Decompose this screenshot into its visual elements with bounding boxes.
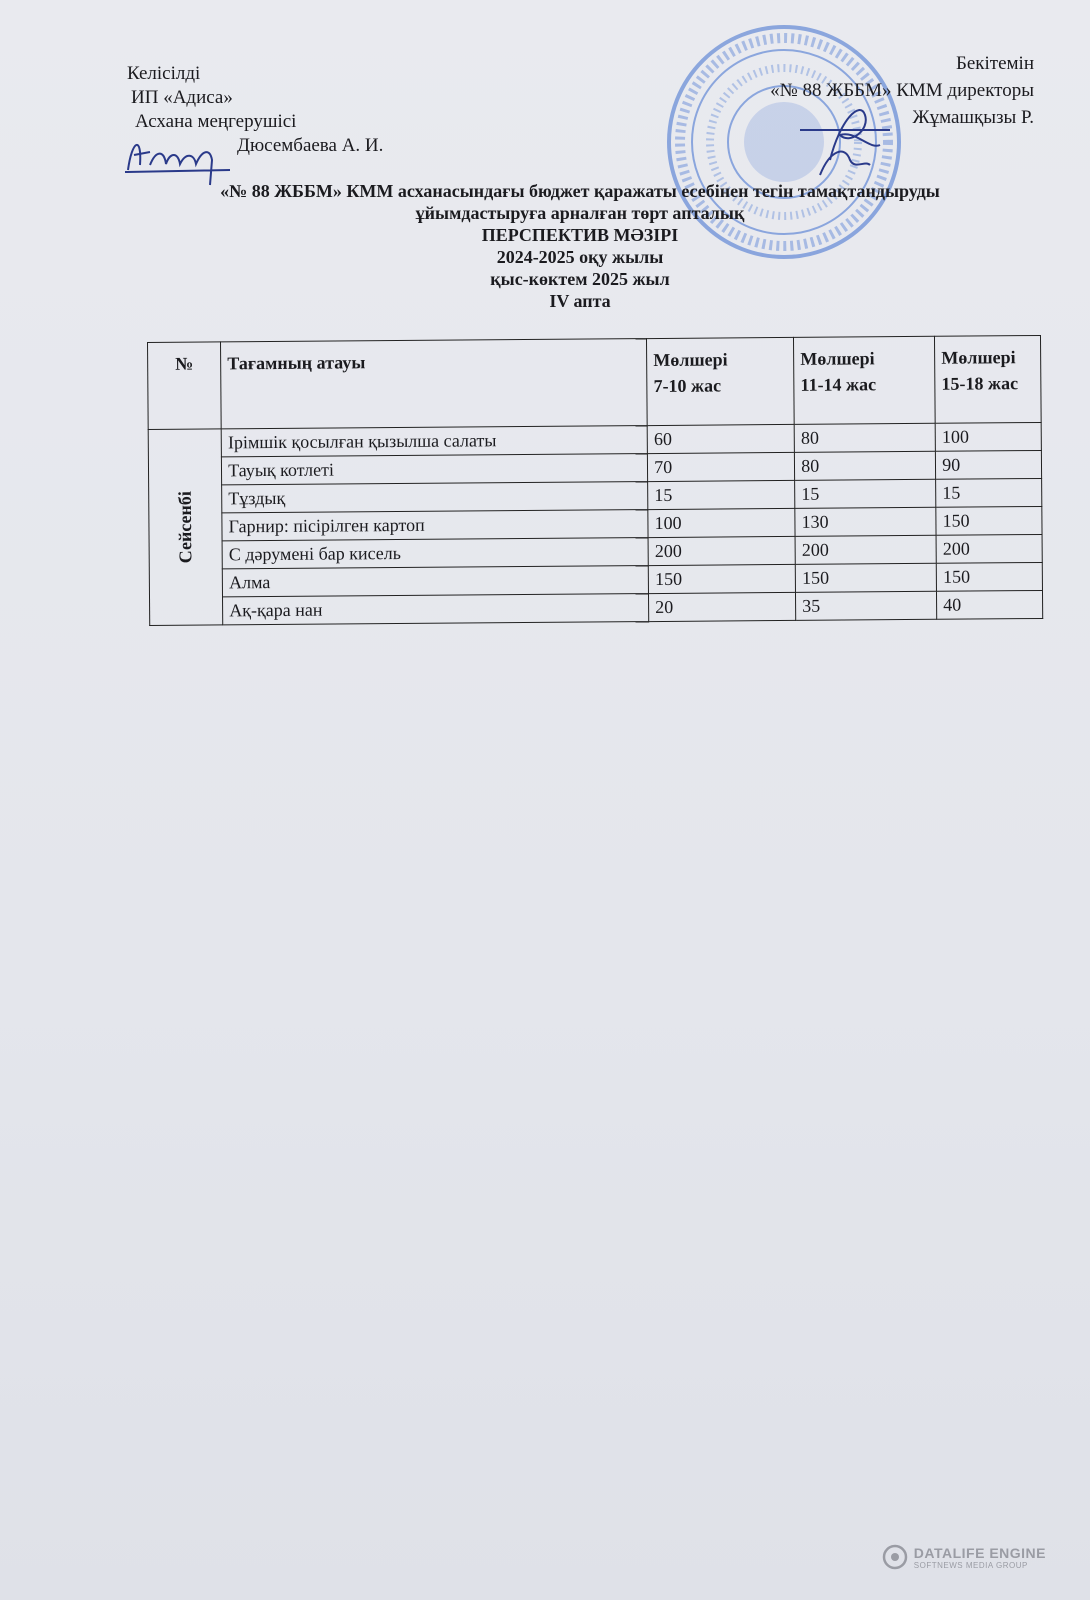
- header-age: 15-18 жас: [941, 373, 1019, 394]
- table-row: Ақ-қара нан 20 35 40: [150, 590, 1043, 625]
- header-age-11-14: Мөлшері 11-14 жас: [793, 336, 936, 425]
- title-line-3: ПЕРСПЕКТИВ МӘЗІРІ: [481, 225, 679, 245]
- signature-left: [124, 143, 231, 186]
- title-line-4: 2024-2025 оқу жылы: [496, 247, 664, 267]
- agreed-label: Келісілді: [127, 63, 201, 84]
- dish-name: Ақ-қара нан: [222, 593, 649, 625]
- portion-c: 90: [935, 450, 1042, 480]
- portion-a: 60: [647, 424, 795, 454]
- portion-b: 80: [794, 423, 936, 453]
- dish-name: Ірімшік қосылған қызылша салаты: [221, 425, 648, 457]
- header-age-15-18: Мөлшері 15-18 жас: [934, 335, 1042, 424]
- portion-a: 70: [647, 452, 795, 482]
- header-age: 7-10 жас: [653, 375, 722, 397]
- day-cell: Сейсенбі: [148, 428, 223, 626]
- approved-name: Жұмашқызы Р.: [912, 107, 1034, 128]
- watermark: DATALIFE ENGINE SOFTNEWS MEDIA GROUP: [882, 1544, 1046, 1570]
- portion-a: 20: [648, 592, 796, 622]
- portion-b: 200: [795, 535, 937, 565]
- datalife-logo-icon: [882, 1544, 908, 1570]
- portion-c: 15: [935, 478, 1042, 508]
- portion-c: 200: [936, 534, 1043, 564]
- watermark-line-1: DATALIFE ENGINE: [913, 1544, 1046, 1561]
- portion-c: 150: [936, 562, 1043, 592]
- dish-name: С дәрумені бар кисель: [222, 537, 649, 569]
- portion-a: 150: [648, 564, 796, 594]
- portion-a: 200: [648, 536, 796, 566]
- portion-c: 150: [935, 506, 1043, 536]
- title-line-5: қыс-көктем 2025 жыл: [490, 269, 670, 289]
- header-label: Мөлшері: [800, 348, 875, 369]
- header-age-7-10: Мөлшері 7-10 жас: [646, 337, 795, 426]
- portion-c: 40: [936, 590, 1043, 620]
- agreed-block: Келісілді ИП «Адиса» Асхана меңгерушісі …: [127, 62, 383, 158]
- approved-block: Бекітемін «№ 88 ЖББМ» КММ директоры Жұма…: [770, 50, 1034, 131]
- dish-name: Тауық котлеті: [221, 453, 648, 485]
- official-stamp: [667, 25, 901, 259]
- header-label: Мөлшері: [653, 349, 728, 371]
- document-title: «№ 88 ЖББМ» КММ асханасындағы бюджет қар…: [120, 180, 1040, 312]
- menu-table: № Тағамның атауы Мөлшері 7-10 жас Мөлшері…: [147, 335, 1043, 626]
- header-num: №: [147, 341, 222, 430]
- portion-b: 15: [794, 479, 936, 509]
- agreed-name: Дюсембаева А. И.: [237, 135, 384, 156]
- approved-label: Бекітемін: [955, 53, 1034, 74]
- portion-a: 15: [647, 480, 795, 510]
- header-label: Мөлшері: [941, 347, 1016, 368]
- portion-c: 100: [935, 422, 1042, 452]
- dish-name: Гарнир: пісірілген картоп: [222, 509, 649, 541]
- portion-b: 80: [794, 451, 936, 481]
- agreed-position: Асхана меңгерушісі: [135, 111, 297, 132]
- signature-right: [800, 109, 890, 176]
- table-header-row: № Тағамның атауы Мөлшері 7-10 жас Мөлшері…: [147, 335, 1042, 430]
- dish-name: Алма: [222, 565, 649, 597]
- portion-a: 100: [647, 508, 796, 538]
- title-line-1: «№ 88 ЖББМ» КММ асханасындағы бюджет қар…: [220, 181, 940, 201]
- header-name: Тағамның атауы: [220, 338, 648, 429]
- title-line-2: ұйымдастыруға арналған төрт апталық: [415, 203, 745, 223]
- agreed-org: ИП «Адиса»: [131, 87, 233, 108]
- day-label: Сейсенбі: [174, 491, 196, 564]
- portion-b: 35: [795, 591, 937, 621]
- header-age: 11-14 жас: [800, 374, 877, 395]
- dish-name: Тұздық: [221, 481, 648, 513]
- portion-b: 130: [794, 507, 937, 537]
- approved-position: «№ 88 ЖББМ» КММ директоры: [770, 80, 1034, 101]
- watermark-line-2: SOFTNEWS MEDIA GROUP: [913, 1560, 1028, 1570]
- title-line-6: IV апта: [549, 291, 611, 311]
- portion-b: 150: [795, 563, 937, 593]
